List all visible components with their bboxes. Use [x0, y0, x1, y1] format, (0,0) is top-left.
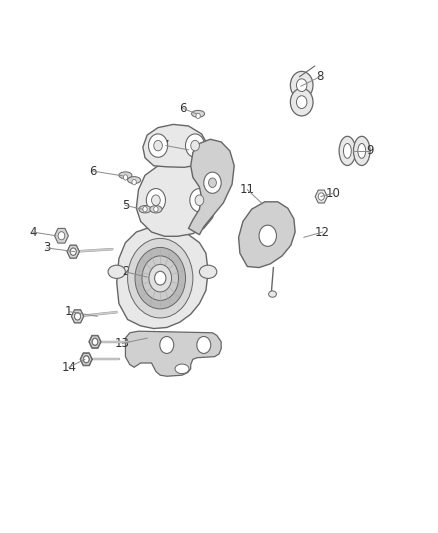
Circle shape	[135, 247, 185, 309]
Text: 1: 1	[65, 305, 73, 318]
Ellipse shape	[150, 206, 162, 213]
Circle shape	[154, 207, 158, 212]
Ellipse shape	[268, 291, 276, 297]
Polygon shape	[117, 227, 208, 328]
Circle shape	[84, 356, 89, 362]
Circle shape	[197, 336, 211, 353]
Ellipse shape	[119, 172, 132, 179]
Ellipse shape	[139, 206, 151, 213]
Polygon shape	[89, 335, 101, 348]
Circle shape	[154, 140, 162, 151]
Polygon shape	[80, 353, 92, 366]
Polygon shape	[239, 202, 295, 268]
Text: 10: 10	[325, 187, 340, 200]
Text: 7: 7	[162, 139, 170, 152]
Text: 11: 11	[240, 183, 255, 196]
Text: 2: 2	[122, 265, 129, 278]
Text: 6: 6	[89, 165, 96, 177]
Circle shape	[318, 193, 324, 200]
Circle shape	[297, 96, 307, 109]
Ellipse shape	[339, 136, 356, 165]
Circle shape	[58, 232, 65, 240]
Circle shape	[123, 175, 127, 180]
Polygon shape	[67, 245, 79, 258]
Ellipse shape	[358, 143, 366, 158]
Text: 8: 8	[316, 70, 324, 83]
Text: 14: 14	[61, 361, 76, 374]
Circle shape	[152, 195, 160, 206]
Text: 5: 5	[122, 199, 129, 212]
Text: 6: 6	[180, 102, 187, 115]
Circle shape	[143, 207, 147, 212]
Circle shape	[132, 180, 136, 185]
Text: 9: 9	[367, 144, 374, 157]
Ellipse shape	[108, 265, 125, 278]
Circle shape	[160, 336, 174, 353]
Polygon shape	[54, 229, 68, 243]
Text: 3: 3	[43, 241, 51, 254]
Circle shape	[259, 225, 276, 246]
Circle shape	[297, 79, 307, 92]
Circle shape	[70, 248, 76, 255]
Circle shape	[290, 71, 313, 99]
Circle shape	[196, 114, 200, 118]
Circle shape	[70, 248, 76, 255]
Circle shape	[74, 313, 81, 320]
Polygon shape	[89, 336, 101, 348]
Ellipse shape	[353, 136, 370, 165]
Circle shape	[155, 271, 166, 285]
Circle shape	[92, 338, 98, 345]
Circle shape	[148, 134, 168, 157]
Polygon shape	[125, 331, 221, 376]
Polygon shape	[81, 353, 92, 365]
Circle shape	[190, 189, 209, 212]
Ellipse shape	[175, 364, 189, 374]
Ellipse shape	[191, 110, 205, 117]
Circle shape	[191, 140, 199, 151]
Polygon shape	[188, 139, 234, 235]
Polygon shape	[315, 190, 327, 203]
Polygon shape	[71, 310, 84, 323]
Text: 13: 13	[115, 337, 130, 350]
Circle shape	[208, 178, 216, 188]
Circle shape	[83, 356, 89, 363]
Circle shape	[127, 238, 193, 318]
Polygon shape	[71, 310, 84, 323]
Circle shape	[195, 195, 204, 206]
Text: 4: 4	[29, 225, 36, 239]
Circle shape	[185, 134, 205, 157]
Polygon shape	[136, 163, 217, 236]
Circle shape	[204, 172, 221, 193]
Circle shape	[290, 88, 313, 116]
Circle shape	[92, 338, 98, 345]
Text: 12: 12	[315, 225, 330, 239]
Ellipse shape	[127, 176, 141, 183]
Ellipse shape	[343, 143, 351, 158]
Circle shape	[74, 313, 81, 320]
Circle shape	[142, 256, 179, 301]
Circle shape	[149, 264, 172, 292]
Ellipse shape	[199, 265, 217, 278]
Circle shape	[146, 189, 166, 212]
Polygon shape	[143, 124, 208, 167]
Polygon shape	[67, 245, 79, 258]
